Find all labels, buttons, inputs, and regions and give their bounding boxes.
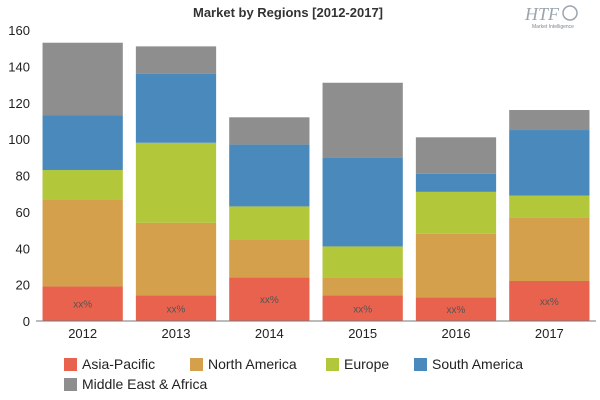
bar-segment-europe-2014 xyxy=(229,206,310,240)
bar-segment-north-america-2014 xyxy=(229,239,310,278)
bar-segment-middle-east-africa-2012 xyxy=(42,42,123,116)
bar-segment-north-america-2015 xyxy=(322,277,403,296)
y-tick-label: 0 xyxy=(23,314,30,329)
bar-segment-asia-pacific-2016 xyxy=(415,297,497,321)
bar-segment-europe-2015 xyxy=(322,246,403,278)
bar-segment-asia-pacific-2015 xyxy=(322,295,403,321)
y-tick-label: 160 xyxy=(8,23,30,38)
bar-segment-south-america-2012 xyxy=(42,115,123,171)
y-tick-label: 140 xyxy=(8,59,30,74)
data-label: xx% xyxy=(167,304,186,315)
y-tick-label: 20 xyxy=(16,278,30,293)
bar-segment-asia-pacific-2014 xyxy=(229,277,310,321)
bar-segment-middle-east-africa-2017 xyxy=(509,110,590,131)
legend-label: Europe xyxy=(344,356,389,372)
bar-segment-asia-pacific-2017 xyxy=(509,280,590,321)
legend-label: South America xyxy=(432,356,523,372)
y-tick-label: 60 xyxy=(16,205,30,220)
globe-icon xyxy=(562,5,578,21)
bar-segment-middle-east-africa-2014 xyxy=(229,117,310,145)
bar-segment-south-america-2016 xyxy=(415,173,497,192)
legend-swatch xyxy=(326,358,339,371)
bar-segment-europe-2012 xyxy=(42,170,123,200)
bars: xx% xx% xx% xx% xx% xx% xyxy=(42,42,590,321)
bar-segment-middle-east-africa-2016 xyxy=(415,137,497,174)
y-tick-label: 40 xyxy=(16,241,30,256)
bar-segment-asia-pacific-2012 xyxy=(42,286,123,321)
chart-title: Market by Regions [2012-2017] xyxy=(193,5,383,20)
legend-swatch xyxy=(64,358,77,371)
x-axis-ticks: 2012 2013 2014 2015 2016 2017 xyxy=(68,326,564,341)
bar-segment-south-america-2014 xyxy=(229,144,310,207)
x-tick-label: 2013 xyxy=(162,326,191,341)
legend-swatch xyxy=(414,358,427,371)
x-tick-label: 2014 xyxy=(255,326,284,341)
x-tick-label: 2017 xyxy=(535,326,564,341)
bar-segment-north-america-2013 xyxy=(135,222,217,296)
data-label: xx% xyxy=(260,295,279,306)
legend-label: Asia-Pacific xyxy=(82,356,155,372)
legend-label: Middle East & Africa xyxy=(82,376,207,392)
data-label: xx% xyxy=(353,304,372,315)
logo: HTF Market Intelligence xyxy=(524,4,578,30)
logo-text: HTF xyxy=(524,4,560,24)
bar-segment-asia-pacific-2013 xyxy=(135,295,217,321)
bar-segment-south-america-2017 xyxy=(509,130,590,196)
legend-label: North America xyxy=(208,356,297,372)
y-tick-label: 80 xyxy=(16,169,30,184)
bar-segment-europe-2016 xyxy=(415,191,497,234)
bar-segment-north-america-2012 xyxy=(42,199,123,287)
bar-segment-south-america-2015 xyxy=(322,157,403,247)
y-axis-ticks: 0 20 40 60 80 100 120 140 160 xyxy=(8,23,30,329)
legend: Asia-Pacific North America Europe South Ame… xyxy=(64,356,523,392)
bar-segment-middle-east-africa-2013 xyxy=(135,46,217,74)
x-tick-label: 2015 xyxy=(348,326,377,341)
bar-segment-north-america-2016 xyxy=(415,233,497,298)
bar-segment-south-america-2013 xyxy=(135,73,217,143)
logo-subtitle: Market Intelligence xyxy=(532,24,574,30)
x-tick-label: 2016 xyxy=(442,326,471,341)
legend-swatch xyxy=(64,378,77,391)
bar-segment-europe-2017 xyxy=(509,195,590,218)
bar-segment-north-america-2017 xyxy=(509,217,590,281)
data-label: xx% xyxy=(540,297,559,308)
legend-swatch xyxy=(190,358,203,371)
data-label: xx% xyxy=(73,300,92,311)
y-tick-label: 120 xyxy=(8,96,30,111)
bar-segment-europe-2013 xyxy=(135,142,217,223)
x-tick-label: 2012 xyxy=(68,326,97,341)
bar-segment-middle-east-africa-2015 xyxy=(322,82,403,158)
y-tick-label: 100 xyxy=(8,132,30,147)
data-label: xx% xyxy=(447,305,466,316)
